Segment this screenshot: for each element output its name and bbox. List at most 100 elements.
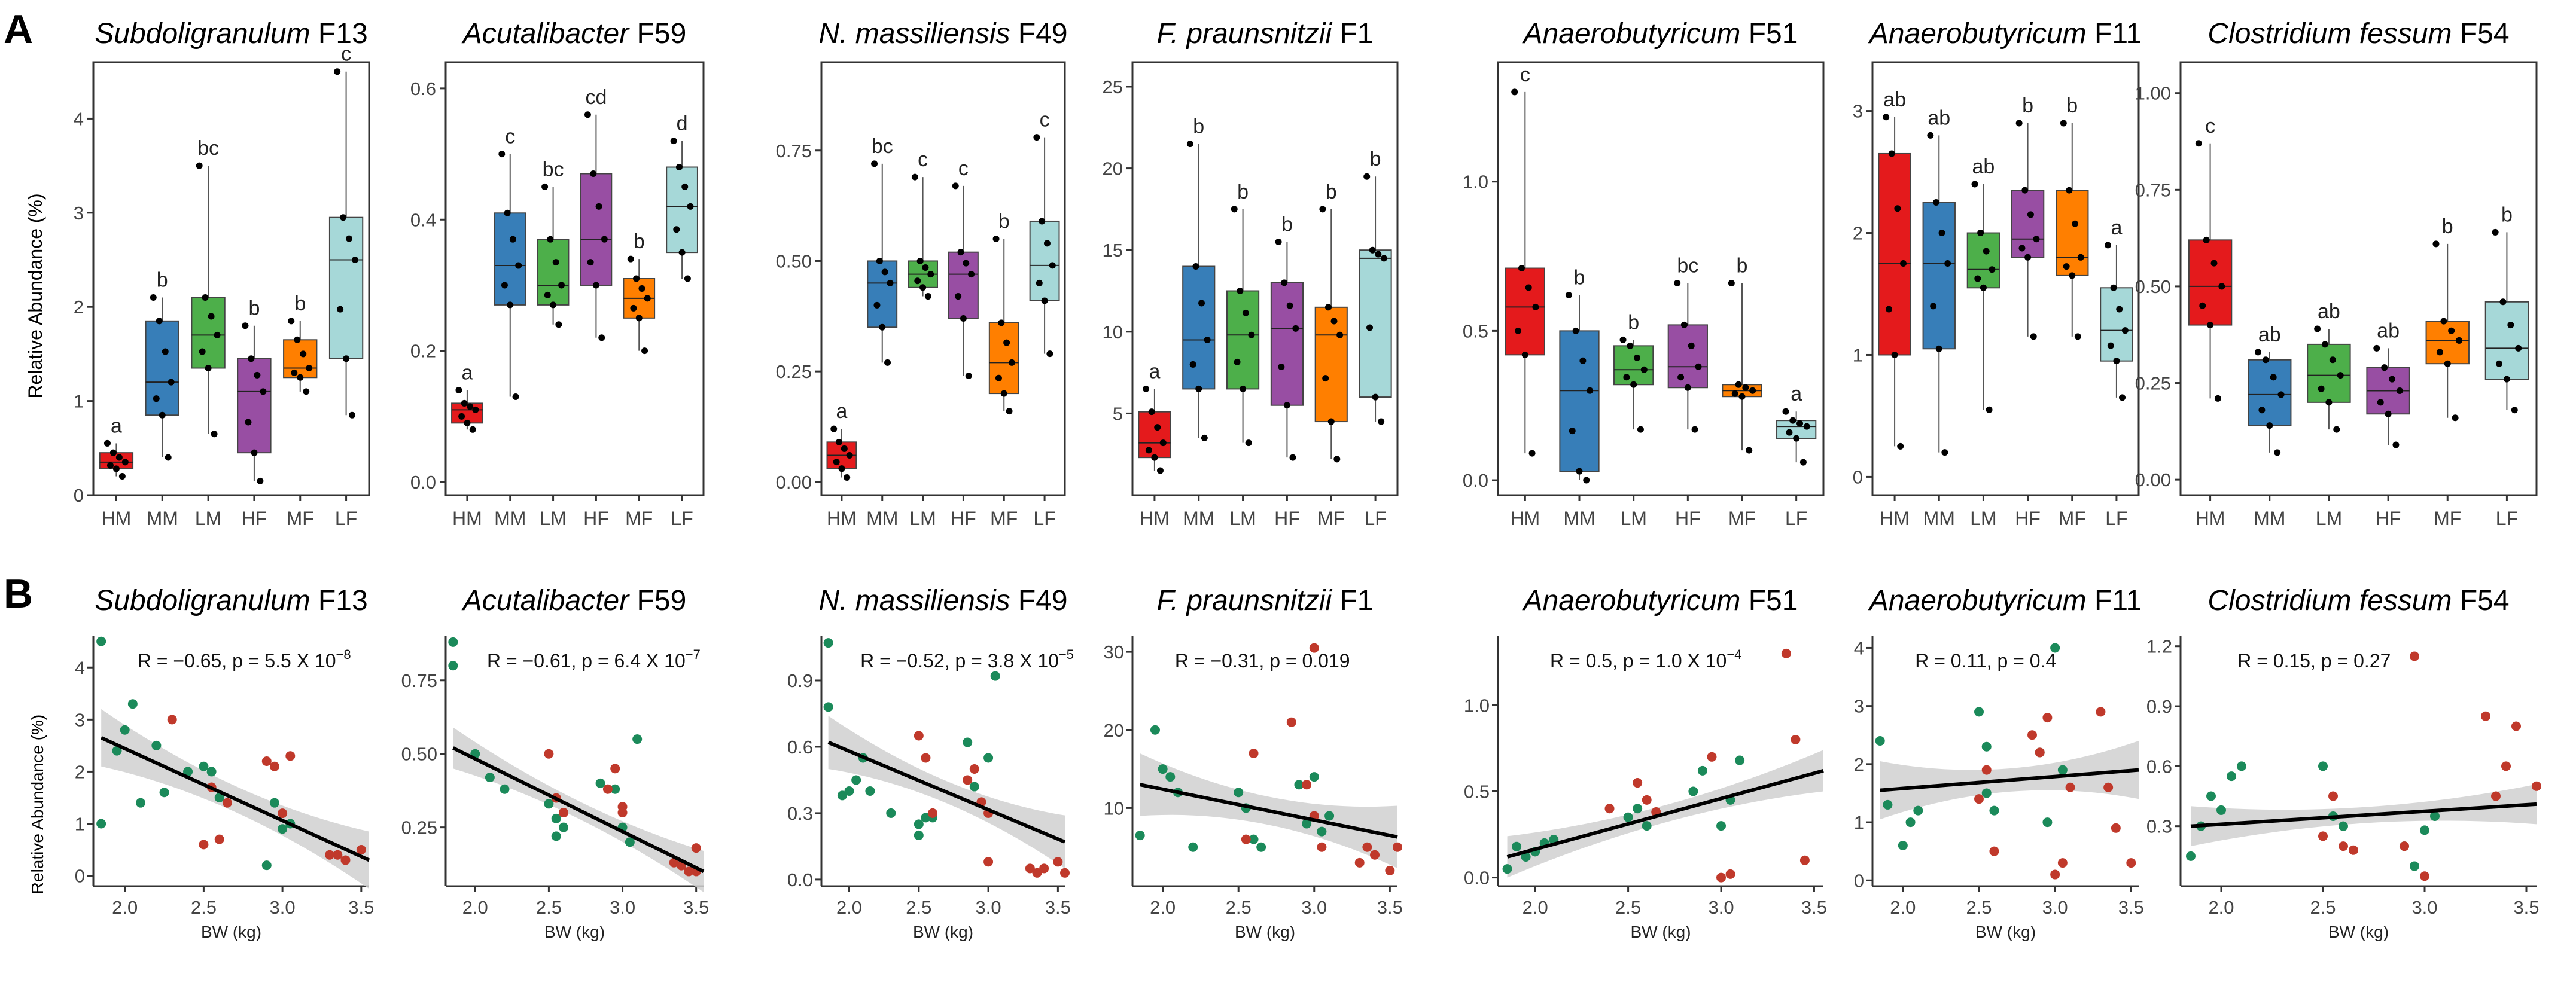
green-point (544, 799, 554, 809)
data-point (830, 425, 838, 432)
y-tick-label: 0.9 (787, 670, 813, 691)
data-point (957, 249, 964, 256)
data-point (2277, 391, 2285, 398)
green-point (2430, 811, 2440, 821)
data-point (1579, 357, 1587, 364)
data-point (965, 373, 972, 380)
plot-frame (1871, 61, 2140, 496)
red-point (691, 843, 701, 853)
x-tick-label: MF (287, 508, 314, 529)
green-point (1981, 741, 1992, 752)
significance-letter: b (634, 230, 645, 253)
data-point (2396, 387, 2403, 394)
data-point (881, 268, 888, 276)
data-point (2018, 245, 2026, 252)
data-point (504, 209, 511, 216)
data-point (675, 164, 683, 171)
green-point (2318, 761, 2328, 771)
data-point (963, 260, 970, 267)
green-point (1502, 864, 1512, 874)
significance-letter: a (836, 400, 847, 423)
box-MF (1314, 306, 1348, 423)
green-point (1735, 755, 1745, 765)
scatter-title-6-italic: Anaerobutyricum (1868, 585, 2094, 616)
data-point (1930, 303, 1937, 310)
boxplot-panel-1: 0 1 2 3 4 a HM b MM bc LM b HF b MF c LF (74, 43, 370, 529)
data-point (2203, 236, 2210, 243)
data-point (2066, 187, 2073, 194)
data-point (1569, 428, 1576, 435)
data-point (552, 259, 559, 266)
green-point (1158, 764, 1168, 774)
data-point (245, 419, 252, 426)
x-tick-label: HM (1140, 508, 1170, 529)
data-point (1803, 423, 1810, 430)
significance-letter: c (958, 157, 969, 180)
boxplot-title-4: F. praunsnitzii F1 (1157, 18, 1374, 50)
data-point (1159, 439, 1167, 447)
y-tick-label: 0.25 (2135, 373, 2171, 394)
green-point (1716, 821, 1727, 831)
green-point (865, 786, 875, 796)
data-point (2321, 341, 2328, 348)
data-point (1008, 359, 1015, 366)
significance-letter: a (111, 414, 122, 437)
x-tick-label: LM (540, 508, 566, 529)
data-point (1782, 408, 1789, 415)
data-point (998, 319, 1005, 326)
box-MM (145, 320, 179, 416)
green-point (2050, 643, 2060, 653)
y-tick-label: 5 (1113, 403, 1123, 424)
data-point (633, 275, 640, 282)
x-tick-label: HM (1880, 508, 1910, 529)
y-tick-label: 0.50 (401, 744, 437, 765)
y-tick-label: 0.00 (2135, 469, 2171, 490)
data-point (1627, 342, 1634, 349)
data-point (1674, 279, 1681, 286)
data-point (121, 459, 129, 466)
x-tick-label: LF (671, 508, 693, 529)
data-point (1888, 150, 1895, 157)
data-point (2503, 376, 2510, 383)
scatter-title-7-italic: Clostridium fessum (2207, 585, 2459, 616)
y-tick-label: 0.9 (2146, 696, 2172, 717)
red-point (1053, 857, 1063, 867)
data-point (288, 318, 295, 325)
stat-annotation: R = −0.52, p = 3.8 X 10−5 (860, 647, 1074, 671)
x-tick-label: 2.0 (1523, 897, 1548, 918)
plot-frame (2179, 61, 2538, 496)
x-tick-label: 2.5 (191, 897, 217, 918)
scatter-title-1-suffix: F13 (318, 585, 368, 616)
y-tick-label: 0.5 (1464, 781, 1490, 802)
y-tick-label: 10 (1103, 322, 1123, 343)
scatter-title-5-italic: Anaerobutyricum (1522, 585, 1749, 616)
x-tick-label: HM (827, 508, 857, 529)
data-point (1043, 240, 1051, 247)
x-axis-label: BW (kg) (201, 923, 261, 941)
green-point (2057, 765, 2068, 775)
box-MM (2248, 359, 2292, 426)
data-point (1891, 351, 1898, 358)
x-tick-label: MF (2059, 508, 2086, 529)
green-point (214, 792, 224, 802)
significance-letter: bc (197, 137, 219, 160)
data-point (2274, 449, 2281, 456)
data-point (455, 386, 462, 393)
stat-exponent: −5 (1059, 647, 1074, 662)
data-point (2015, 120, 2023, 127)
stat-annotation: R = 0.15, p = 0.27 (2237, 650, 2391, 671)
data-point (2110, 284, 2117, 291)
red-point (2126, 858, 2136, 868)
boxplot-title-6-suffix: F11 (2094, 18, 2142, 50)
data-point (112, 465, 120, 472)
data-point (644, 295, 651, 302)
red-point (356, 845, 366, 855)
green-point (1521, 851, 1531, 862)
significance-letter: b (248, 297, 260, 320)
green-point (96, 819, 106, 829)
green-point (551, 813, 561, 823)
data-point (641, 347, 648, 355)
data-point (2381, 364, 2388, 371)
x-tick-label: MF (1728, 508, 1756, 529)
red-point (921, 753, 931, 763)
